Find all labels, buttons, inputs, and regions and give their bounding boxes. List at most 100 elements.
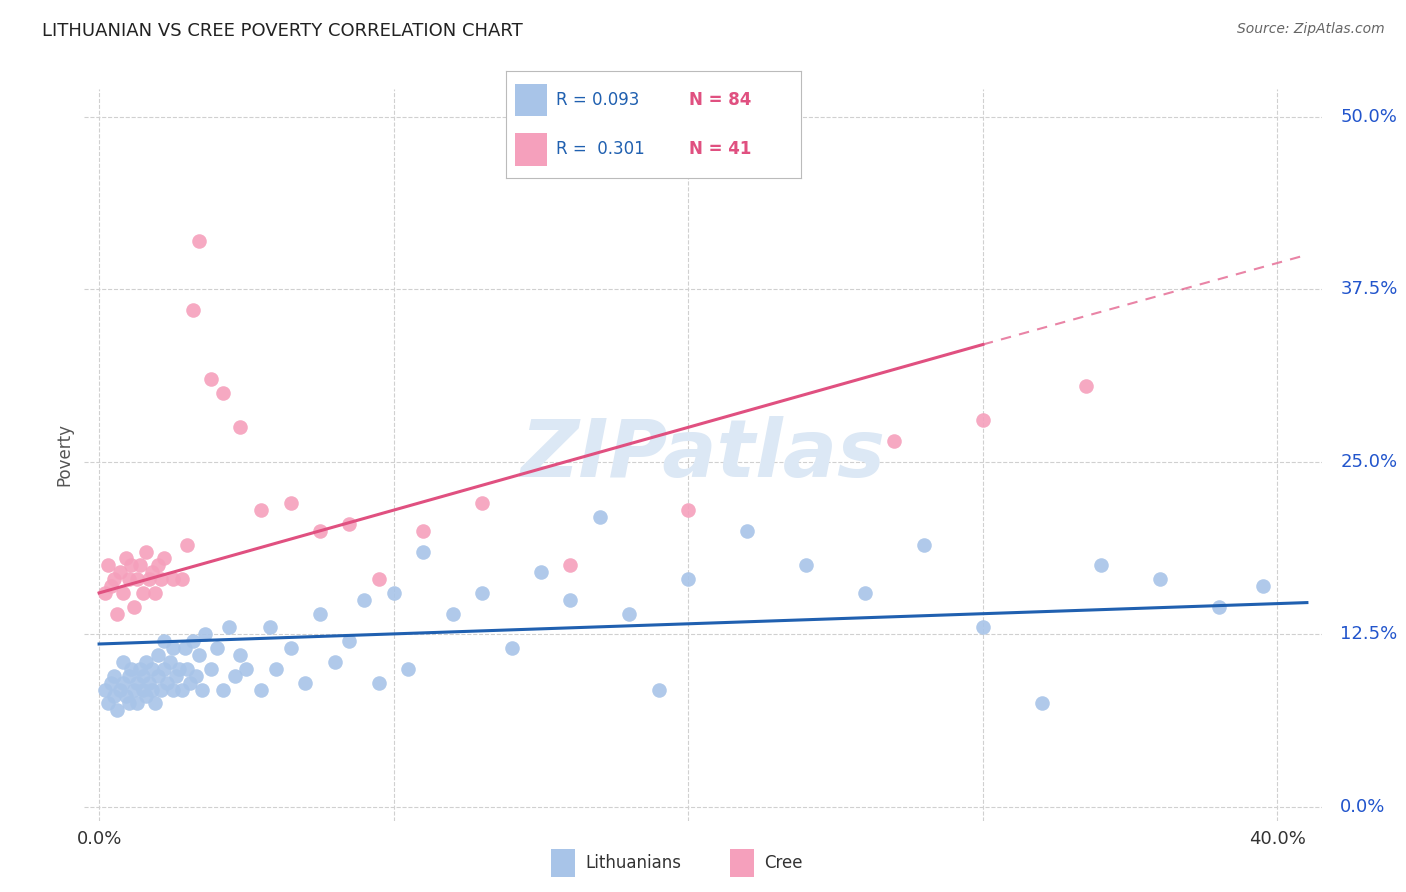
Point [94,682,117,697]
Point [135,690,157,704]
Point [368,675,391,690]
Point [94,586,117,600]
Text: 50.0%: 50.0% [1340,108,1398,126]
Point [129,558,152,573]
Point [127,572,149,586]
Point [108,566,131,580]
Point [1074,379,1097,393]
Point [114,690,136,704]
Text: Cree: Cree [763,854,803,872]
Point [294,675,316,690]
Point [200,662,222,676]
Point [309,607,332,621]
Point [138,572,160,586]
Point [735,524,758,538]
Point [471,586,494,600]
Point [108,682,131,697]
Text: N = 84: N = 84 [689,91,752,109]
Point [114,551,136,566]
Point [412,524,434,538]
Point [211,385,233,400]
Point [146,648,169,662]
Point [103,572,125,586]
Point [323,655,346,669]
Text: LITHUANIAN VS CREE POVERTY CORRELATION CHART: LITHUANIAN VS CREE POVERTY CORRELATION C… [42,22,523,40]
Point [100,675,122,690]
Point [117,669,139,683]
Point [218,620,240,634]
Point [124,599,146,614]
Point [162,682,184,697]
Point [111,586,134,600]
Point [560,592,582,607]
Point [165,669,187,683]
Text: ZIPatlas: ZIPatlas [520,416,886,494]
Point [97,558,120,573]
Point [105,703,128,717]
Point [280,496,302,510]
Point [162,641,184,656]
Point [176,538,198,552]
Point [146,669,169,683]
Point [167,662,190,676]
Point [183,634,205,648]
Point [127,675,149,690]
Point [141,662,163,676]
Point [1031,696,1053,710]
Text: 25.0%: 25.0% [1340,453,1398,471]
Point [264,662,287,676]
Point [530,566,553,580]
Point [211,682,233,697]
Point [560,558,582,573]
Point [170,572,193,586]
Point [589,510,612,524]
Bar [515,134,547,166]
Point [132,682,155,697]
Text: Source: ZipAtlas.com: Source: ZipAtlas.com [1237,22,1385,37]
Point [396,662,419,676]
Point [229,648,252,662]
Point [188,234,211,248]
Point [111,675,134,690]
Point [883,434,905,449]
Point [135,655,157,669]
Point [143,586,166,600]
Point [124,682,146,697]
Bar [730,849,754,877]
Point [353,592,375,607]
Point [259,620,281,634]
Point [141,682,163,697]
Point [146,558,169,573]
Point [149,572,172,586]
Point [200,372,222,386]
Point [441,607,464,621]
Point [972,413,994,427]
Point [1208,599,1230,614]
Point [179,675,201,690]
Point [194,627,217,641]
Text: 0.0%: 0.0% [1340,797,1385,816]
Point [309,524,332,538]
Point [972,620,994,634]
Point [117,572,139,586]
Point [127,696,149,710]
Point [794,558,817,573]
Y-axis label: Poverty: Poverty [55,424,73,486]
Bar [551,849,575,877]
Point [103,690,125,704]
Point [121,662,143,676]
Point [191,682,214,697]
Point [153,662,176,676]
Point [153,634,176,648]
Text: N = 41: N = 41 [689,141,752,159]
Point [173,641,195,656]
Bar [515,84,547,116]
Point [224,669,246,683]
Point [129,662,152,676]
Text: R =  0.301: R = 0.301 [557,141,645,159]
Point [339,634,361,648]
Point [250,503,273,517]
Point [1251,579,1274,593]
Point [250,682,273,697]
Point [170,682,193,697]
